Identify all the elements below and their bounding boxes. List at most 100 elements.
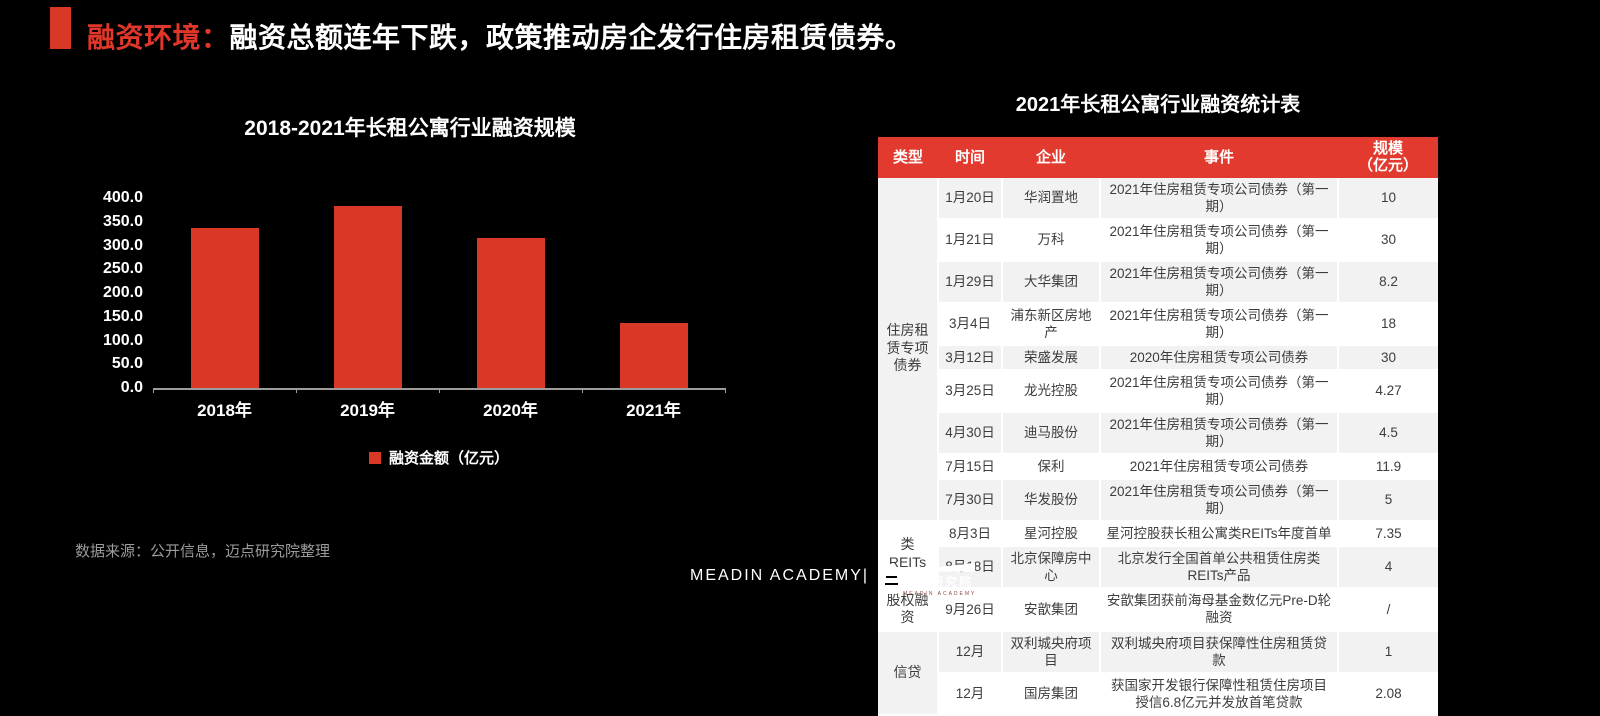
company-cell: 星河控股 xyxy=(1002,520,1101,547)
company-cell: 北京保障房中心 xyxy=(1002,545,1101,589)
brand-wordmark: MEADIN ACADEMY| xyxy=(690,567,870,584)
time-cell: 12月 xyxy=(938,672,1003,716)
scale-cell: 30 xyxy=(1338,218,1438,262)
chart-title: 2018-2021年长租公寓行业融资规模 xyxy=(244,117,576,140)
bar-slot xyxy=(439,198,582,388)
time-cell: 3月4日 xyxy=(938,302,1003,346)
funding-table: 类型 时间 企业 事件 规模 （亿元） 住房租赁专项债券 1月20日 华润置地 2021年住房… xyxy=(878,137,1438,716)
event-cell: 2021年住房租赁专项公司债券（第一期） xyxy=(1100,369,1339,413)
time-cell: 7月30日 xyxy=(938,478,1003,522)
table-row: 1月21日 万科 2021年住房租赁专项公司债券（第一期） 30 xyxy=(878,218,1438,262)
table-column-header: 类型 xyxy=(878,137,938,178)
event-cell: 2020年住房租赁专项公司债券 xyxy=(1100,344,1339,371)
y-tick-label: 150.0 xyxy=(102,307,143,325)
bar-2019年 xyxy=(333,206,402,388)
table-row: 12月 国房集团 获国家开发银行保障性租赁住房项目授信6.8亿元并发放首笔贷款 2.0… xyxy=(878,672,1438,716)
time-cell: 12月 xyxy=(938,630,1003,674)
table-row: 类REITs 8月3日 星河控股 星河控股获长租公寓类REITs年度首单 7.35 xyxy=(878,520,1438,589)
x-axis-label: 2018年 xyxy=(197,401,252,420)
x-axis-tick xyxy=(153,388,154,393)
time-cell: 1月20日 xyxy=(938,177,1003,220)
chart-legend: 融资金额（亿元） xyxy=(153,447,725,468)
x-axis-tick xyxy=(725,388,726,393)
bar-2018年 xyxy=(190,228,259,388)
company-cell: 迪马股份 xyxy=(1002,411,1101,455)
table-row: 信贷 12月 双利城央府项目 双利城央府项目获保障性住房租赁贷款 1 xyxy=(878,630,1438,716)
company-cell: 荣盛发展 xyxy=(1002,344,1101,371)
funding-bar-chart: 2018-2021年长租公寓行业融资规模 400.0 350.0 300.0 250.… xyxy=(95,112,726,468)
time-cell: 1月29日 xyxy=(938,260,1003,304)
y-tick-label: 300.0 xyxy=(102,236,143,254)
event-cell: 获国家开发银行保障性租赁住房项目授信6.8亿元并发放首笔贷款 xyxy=(1100,672,1339,716)
table-column-header: 事件 xyxy=(1100,137,1338,178)
table-row: 4月30日 迪马股份 2021年住房租赁专项公司债券（第一期） 4.5 xyxy=(878,411,1438,455)
bar-slot xyxy=(153,198,296,388)
company-cell: 华发股份 xyxy=(1002,478,1101,522)
title-accent-bar xyxy=(50,7,71,49)
event-cell: 2021年住房租赁专项公司债券 xyxy=(1100,453,1339,480)
x-axis-tick xyxy=(296,388,297,393)
logo-right: 迈点研究院 MEADIN ACADEMY xyxy=(903,563,976,597)
table-row: 3月12日 荣盛发展 2020年住房租赁专项公司债券 30 xyxy=(878,344,1438,371)
type-cell: 信贷 xyxy=(878,630,939,716)
chart-x-axis-labels: 2018年 2019年 2020年 2021年 xyxy=(153,396,725,421)
scale-cell: 2.08 xyxy=(1338,672,1438,716)
company-cell: 华润置地 xyxy=(1002,177,1101,220)
legend-swatch xyxy=(368,451,381,464)
chart-plot-row: 400.0 350.0 300.0 250.0 200.0 150.0 100.0 50.0 0… xyxy=(95,189,726,396)
event-cell: 安歆集团获前海母基金数亿元Pre-D轮融资 xyxy=(1100,587,1339,632)
x-axis-label: 2020年 xyxy=(483,401,538,420)
event-cell: 2021年住房租赁专项公司债券（第一期） xyxy=(1100,302,1339,346)
time-cell: 1月21日 xyxy=(938,218,1003,262)
y-tick-label: 0.0 xyxy=(120,379,143,396)
company-cell: 国房集团 xyxy=(1002,672,1101,716)
table-title: 2021年长租公寓行业融资统计表 xyxy=(1015,94,1301,116)
scale-cell: 30 xyxy=(1338,344,1438,371)
funding-table-header: 类型 时间 企业 事件 规模 （亿元） xyxy=(878,137,1438,178)
scale-cell: / xyxy=(1338,587,1438,632)
x-axis-label: 2021年 xyxy=(626,401,681,420)
funding-table-body: 住房租赁专项债券 1月20日 华润置地 2021年住房租赁专项公司债券（第一期） 10 1… xyxy=(878,177,1438,716)
scale-cell: 8.2 xyxy=(1338,260,1438,304)
bar-slot xyxy=(582,198,725,388)
company-cell: 保利 xyxy=(1002,453,1101,480)
lighthouse-icon xyxy=(885,564,899,594)
table-column-header: 企业 xyxy=(1002,137,1100,178)
event-cell: 2021年住房租赁专项公司债券（第一期） xyxy=(1100,260,1339,304)
bar-slot xyxy=(296,198,439,388)
event-cell: 2021年住房租赁专项公司债券（第一期） xyxy=(1100,411,1339,455)
table-header-row: 类型 时间 企业 事件 规模 （亿元） xyxy=(878,137,1438,178)
table-column-header: 时间 xyxy=(938,137,1002,178)
time-cell: 8月3日 xyxy=(938,520,1003,547)
y-tick-label: 250.0 xyxy=(102,260,143,278)
scale-cell: 4 xyxy=(1338,545,1438,589)
y-tick-label: 100.0 xyxy=(102,331,143,349)
time-cell: 8月18日 xyxy=(938,545,1003,589)
y-tick-label: 400.0 xyxy=(102,189,143,206)
light-beam-icon xyxy=(903,563,976,572)
x-axis-label: 2019年 xyxy=(340,401,395,420)
event-cell: 2021年住房租赁专项公司债券（第一期） xyxy=(1100,478,1339,522)
table-row: 8月18日北京保障房中心北京发行全国首单公共租赁住房类REITs产品4 xyxy=(878,545,1438,589)
y-tick-label: 350.0 xyxy=(102,212,143,230)
time-cell: 3月12日 xyxy=(938,344,1003,371)
bar-2020年 xyxy=(476,238,545,388)
event-cell: 北京发行全国首单公共租赁住房类REITs产品 xyxy=(1100,545,1339,589)
legend-label: 融资金额（亿元） xyxy=(388,450,509,467)
bar-2021年 xyxy=(619,323,688,388)
time-cell: 3月25日 xyxy=(938,369,1003,413)
scale-cell: 4.27 xyxy=(1338,369,1438,413)
time-cell: 7月15日 xyxy=(938,453,1003,480)
brand-cn: 迈点研究院 xyxy=(903,575,974,589)
funding-table-block: 2021年长租公寓行业融资统计表 类型 时间 企业 事件 规模 （亿元） 住房租赁专项债… xyxy=(878,88,1438,716)
company-cell: 万科 xyxy=(1002,218,1101,262)
chart-y-axis: 400.0 350.0 300.0 250.0 200.0 150.0 100.0 50.0 0… xyxy=(95,189,153,396)
y-tick-label: 200.0 xyxy=(102,284,143,301)
bars xyxy=(153,198,725,388)
company-cell: 安歆集团 xyxy=(1002,587,1101,632)
table-row: 3月25日 龙光控股 2021年住房租赁专项公司债券（第一期） 4.27 xyxy=(878,369,1438,413)
chart-plot-area xyxy=(153,198,726,393)
table-row: 1月29日 大华集团 2021年住房租赁专项公司债券（第一期） 8.2 xyxy=(878,260,1438,304)
table-row: 3月4日 浦东新区房地产 2021年住房租赁专项公司债券（第一期） 18 xyxy=(878,302,1438,346)
page-title-rest: 融资总额连年下跌，政策推动房企发行住房租赁债券。 xyxy=(229,22,914,53)
